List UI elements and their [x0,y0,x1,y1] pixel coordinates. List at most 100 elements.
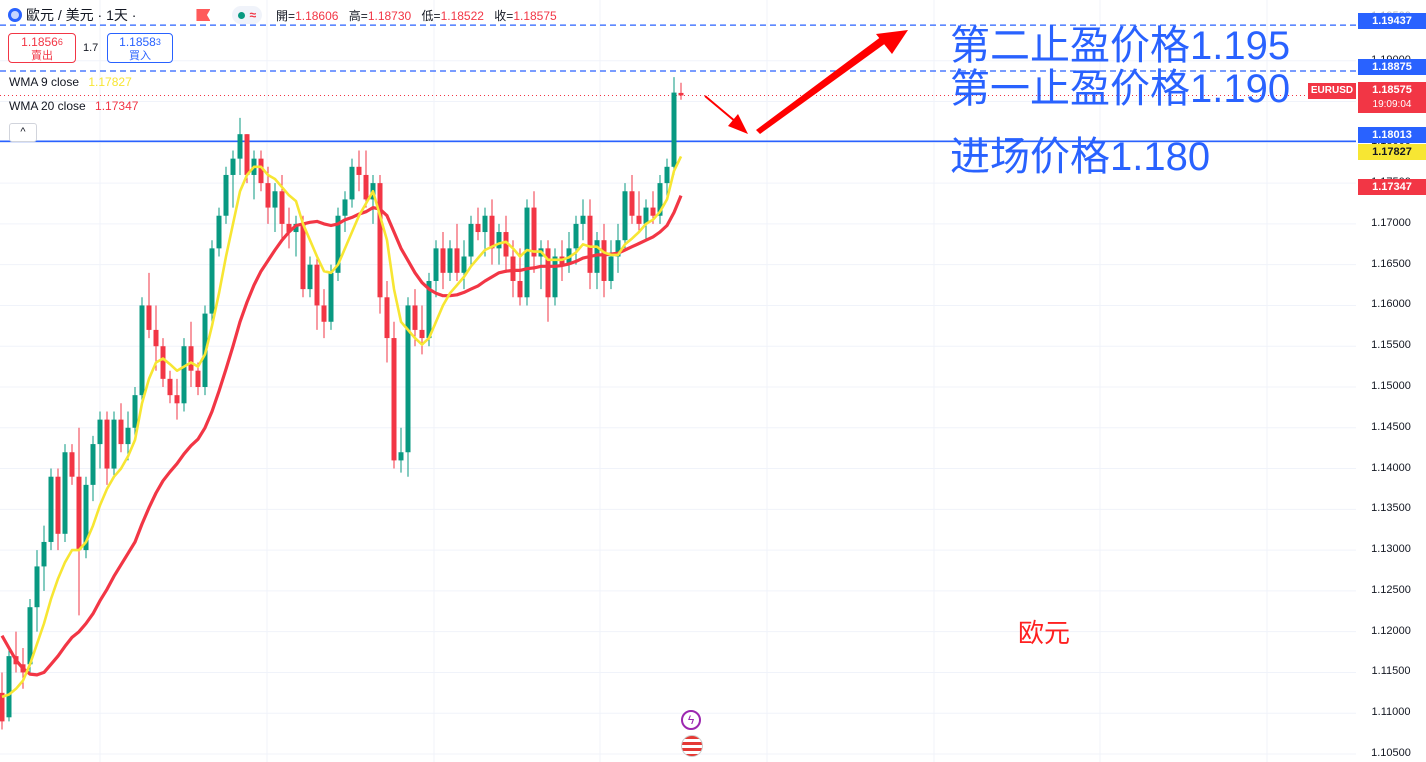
candle-body [314,264,320,306]
candle [272,183,278,233]
candle-body [608,256,614,281]
tp2-price-badge: 1.19437 [1358,13,1426,29]
candle [405,297,411,477]
buy-button[interactable]: 1.18583 買入 [107,33,173,63]
euro-watermark-label[interactable]: 欧元 [1018,619,1071,649]
candle-body [139,305,145,396]
candle [34,550,40,632]
candle-body [83,484,89,551]
candle [62,444,68,542]
candle-body [6,656,12,718]
candle [433,240,439,298]
candle-body [342,199,348,216]
axis-tick-label: 1.16000 [1371,298,1411,311]
wave-icon: ≈ [249,8,257,22]
symbol-title[interactable]: 歐元 / 美元 · 1天 · [26,7,137,23]
axis-tick-label: 1.11000 [1371,706,1411,719]
candle-body [384,297,390,339]
wma20-price-badge: 1.17347 [1358,179,1426,195]
candle [384,280,390,363]
candle [356,150,362,192]
candle-body [412,305,418,330]
collapse-legend-button[interactable]: ^ [9,123,37,142]
candle-body [440,248,446,273]
candle [188,321,194,387]
candle-body [293,223,299,233]
candle-body [496,232,502,249]
candle [636,191,642,233]
candle [335,207,341,281]
candle-body [27,607,33,665]
candle [328,264,334,330]
candle-body [545,248,551,298]
candle-body [363,174,369,200]
candle-body [286,223,292,233]
candle [321,289,327,339]
candle-body [62,452,68,534]
candle [608,240,614,290]
candle [524,199,530,306]
candle [125,411,131,461]
candle [629,174,635,224]
us-flag-event-icon[interactable] [681,735,703,757]
candle-body [405,305,411,453]
candle [48,468,54,551]
candle [27,599,33,673]
candle [503,215,509,273]
candle [41,525,47,591]
candle-body [524,207,530,298]
close-label: 收= [494,8,514,23]
market-open-dot-icon [238,11,246,19]
candle [104,411,110,485]
market-status[interactable]: ≈ [232,6,263,24]
candle-body [258,158,264,184]
candle [664,158,670,200]
candle-body [97,419,103,445]
candle [153,305,159,371]
arrow-down-shaft [704,95,737,123]
candle [6,647,12,722]
close-value: 1.18575 [513,8,557,23]
axis-tick-label: 1.10500 [1371,747,1411,759]
candle [286,207,292,249]
candle-body [636,215,642,224]
sell-price-small: 6 [57,37,63,47]
candle-body [244,134,250,175]
candle-body [216,215,222,249]
candle [90,435,96,502]
candle [531,191,537,273]
candle [440,232,446,290]
wma9-label: WMA 9 close [9,75,80,89]
wma20-line [0,194,683,677]
candle-body [391,338,397,461]
tp2-annotation[interactable]: 第二止盈价格1.195 [950,24,1291,68]
axis-tick-label: 1.17000 [1371,216,1411,229]
entry-annotation[interactable]: 进场价格1.180 [950,135,1210,179]
candle [468,215,474,265]
candle [195,362,201,396]
candle-body [90,444,96,485]
candle [678,82,684,100]
tp1-annotation[interactable]: 第一止盈价格1.190 [950,67,1291,111]
candle-body [307,264,313,290]
sell-button[interactable]: 1.18566 賣出 [8,33,76,63]
candle-body [181,346,187,404]
sell-price: 1.1856 [21,35,58,49]
legend-wma9[interactable]: WMA 9 close 1.17827 [9,75,132,89]
lightning-event-icon[interactable]: ϟ [681,710,701,730]
candle-body [552,256,558,298]
candle-body [167,378,173,396]
legend-wma20[interactable]: WMA 20 close 1.17347 [9,99,138,113]
candle [237,117,243,175]
candle [293,215,299,257]
candle-body [48,476,54,542]
candle [363,150,369,208]
candle [419,305,425,355]
candle [76,427,82,616]
candle [83,476,89,559]
candle [13,631,19,673]
arrow-up-head [876,30,908,54]
wma20-value: 1.17347 [95,99,139,113]
flag-icon[interactable] [196,9,211,21]
